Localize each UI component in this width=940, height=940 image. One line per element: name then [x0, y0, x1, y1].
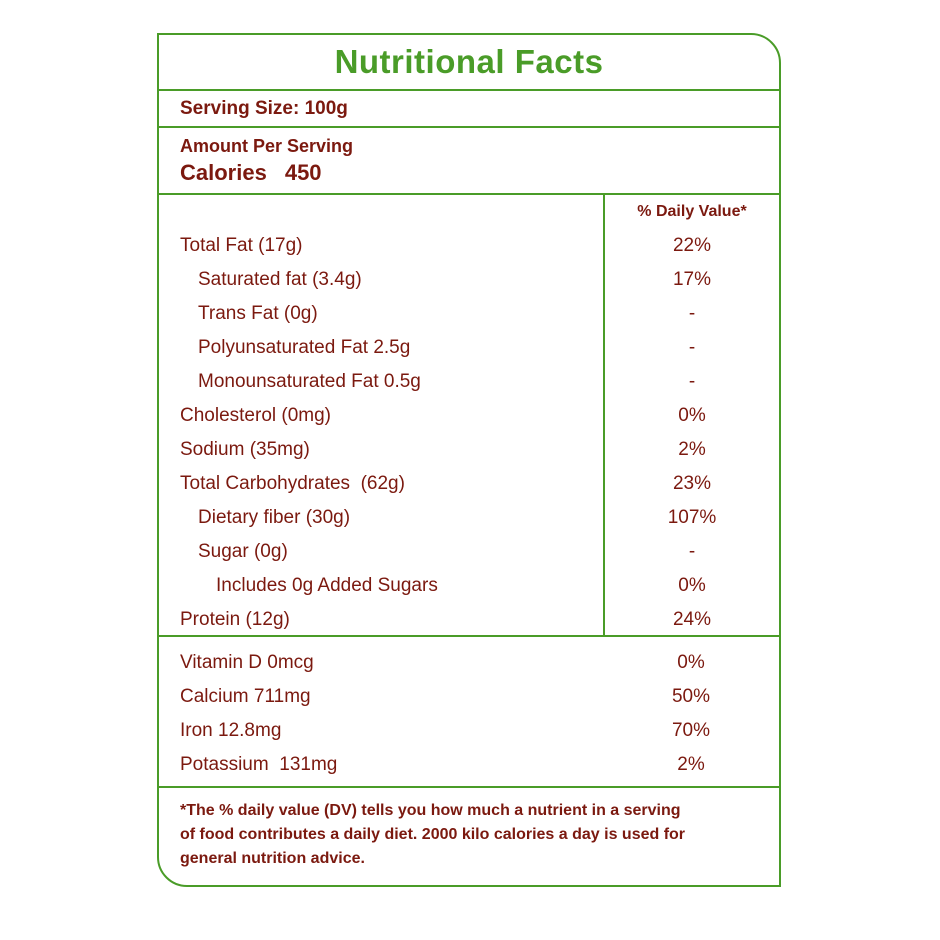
- calories-label: Calories: [180, 159, 267, 185]
- nutrient-name: Saturated fat (3.4g): [198, 269, 362, 290]
- nutrient-value: -: [688, 303, 696, 324]
- nutrient-value: -: [688, 337, 696, 358]
- nutrient-row: Includes 0g Added Sugars: [159, 569, 603, 603]
- serving-size-text: Serving Size: 100g: [180, 97, 348, 119]
- nutrient-row: Total Carbohydrates (62g): [159, 467, 603, 501]
- footnote-text: *The % daily value (DV) tells you how mu…: [180, 802, 686, 867]
- nutrient-name: Dietary fiber (30g): [198, 507, 351, 528]
- title-section: Nutritional Facts: [159, 35, 779, 91]
- daily-value-header: % Daily Value*: [637, 203, 747, 220]
- vitamin-value: 2%: [677, 754, 705, 775]
- calories-section: Amount Per Serving Calories 450: [159, 128, 779, 195]
- nutrient-row: Polyunsaturated Fat 2.5g: [159, 331, 603, 365]
- amount-per-serving-text: Amount Per Serving: [180, 135, 354, 156]
- vitamin-value: 50%: [671, 686, 711, 707]
- calories-value: 450: [284, 159, 322, 185]
- vitamin-values-column: 0% 50% 70% 2%: [603, 646, 779, 786]
- nutrient-name: Protein (12g): [180, 609, 290, 630]
- nutrient-name: Total Carbohydrates (62g): [180, 473, 405, 494]
- nutrient-name: Trans Fat (0g): [198, 303, 318, 324]
- vitamin-value: 70%: [671, 720, 711, 741]
- calories-row: Calories 450: [180, 158, 779, 188]
- nutrient-value: 22%: [672, 235, 712, 256]
- daily-value-column: % Daily Value* 22% 17% - - - 0% 2% 23% 1…: [603, 195, 779, 635]
- nutrient-name: Sodium (35mg): [180, 439, 310, 460]
- nutrient-names-column: Total Fat (17g) Saturated fat (3.4g) Tra…: [159, 195, 603, 635]
- nutrient-name: Sugar (0g): [198, 541, 288, 562]
- page-title: Nutritional Facts: [334, 43, 604, 80]
- vitamin-row: Vitamin D 0mcg: [159, 646, 603, 680]
- vitamin-row: Potassium 131mg: [159, 748, 603, 782]
- nutrient-row: Cholesterol (0mg): [159, 399, 603, 433]
- footnote-section: *The % daily value (DV) tells you how mu…: [159, 788, 779, 885]
- nutrient-value: 107%: [667, 507, 717, 528]
- vitamin-value: 0%: [677, 652, 705, 673]
- vitamin-row: Iron 12.8mg: [159, 714, 603, 748]
- nutrients-table-section: Total Fat (17g) Saturated fat (3.4g) Tra…: [159, 195, 779, 637]
- nutrient-name: Includes 0g Added Sugars: [216, 575, 438, 596]
- vitamin-name: Iron 12.8mg: [180, 720, 282, 741]
- vitamin-name: Calcium 711mg: [180, 686, 311, 707]
- nutrient-row: Saturated fat (3.4g): [159, 263, 603, 297]
- nutrient-value: 23%: [672, 473, 712, 494]
- nutrient-name: Monounsaturated Fat 0.5g: [198, 371, 421, 392]
- nutrient-row: Sugar (0g): [159, 535, 603, 569]
- nutrient-name: Polyunsaturated Fat 2.5g: [198, 337, 411, 358]
- nutrient-row: Sodium (35mg): [159, 433, 603, 467]
- nutrient-row: Protein (12g): [159, 603, 603, 637]
- vitamin-name: Potassium 131mg: [180, 754, 338, 775]
- nutrient-value: 0%: [678, 575, 706, 596]
- vitamin-row: Calcium 711mg: [159, 680, 603, 714]
- nutrient-row: Dietary fiber (30g): [159, 501, 603, 535]
- vitamins-section: Vitamin D 0mcg Calcium 711mg Iron 12.8mg…: [159, 637, 779, 788]
- vitamin-name: Vitamin D 0mcg: [180, 652, 314, 673]
- nutrition-facts-label: Nutritional Facts Serving Size: 100g Amo…: [157, 33, 781, 887]
- nutrient-name: Cholesterol (0mg): [180, 405, 331, 426]
- nutrient-value: -: [688, 371, 696, 392]
- nutrient-name: Total Fat (17g): [180, 235, 303, 256]
- nutrient-value: 17%: [672, 269, 712, 290]
- nutrient-value: -: [688, 541, 696, 562]
- nutrient-value: 0%: [678, 405, 706, 426]
- nutrient-row: Total Fat (17g): [159, 229, 603, 263]
- nutrient-value: 24%: [672, 609, 712, 630]
- nutrient-row: Trans Fat (0g): [159, 297, 603, 331]
- vitamin-names-column: Vitamin D 0mcg Calcium 711mg Iron 12.8mg…: [159, 646, 603, 786]
- nutrient-value: 2%: [678, 439, 706, 460]
- nutrient-row: Monounsaturated Fat 0.5g: [159, 365, 603, 399]
- serving-size-section: Serving Size: 100g: [159, 91, 779, 128]
